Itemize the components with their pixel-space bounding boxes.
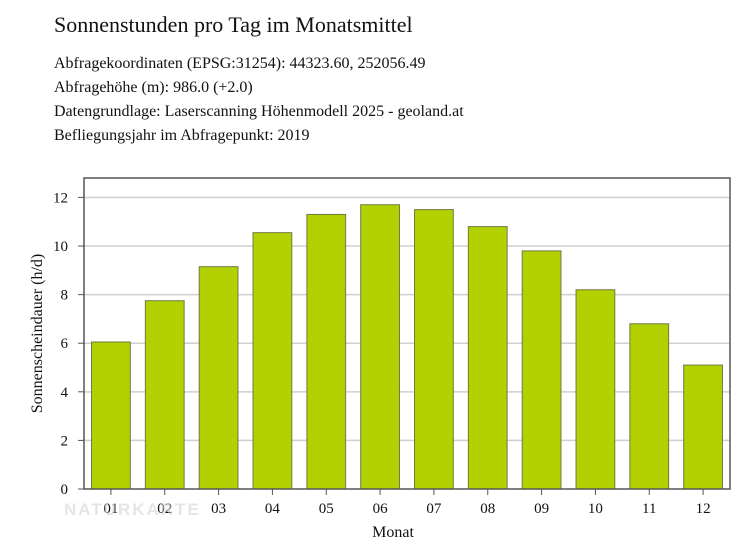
x-tick-label: 01 [103,501,118,517]
x-tick-label: 05 [319,501,334,517]
query-elevation: Abfragehöhe (m): 986.0 (+2.0) [54,79,253,96]
bar-09 [521,250,562,490]
bar-05 [306,213,347,490]
y-tick-label: 2 [61,433,69,449]
plot-frame [83,177,731,490]
x-tick-label: 08 [480,501,495,517]
y-tick-label: 6 [61,336,69,352]
chart-title: Sonnenstunden pro Tag im Monatsmittel [54,12,413,37]
bar-12 [683,364,723,490]
bar-08 [467,226,508,490]
bar-01 [91,341,131,490]
x-axis-label: Monat [372,524,414,541]
y-tick-label: 8 [61,288,69,304]
query-coordinates: Abfragekoordinaten (EPSG:31254): 44323.6… [54,55,426,72]
y-tick-label: 12 [53,190,68,206]
bar-10 [575,289,616,490]
y-tick-label: 4 [61,385,69,401]
x-tick-label: 07 [426,501,442,517]
x-tick-label: 12 [696,501,711,517]
bar-02 [144,300,185,490]
x-tick-label: 10 [588,501,603,517]
bar-04 [252,232,293,490]
bar-03 [198,266,239,490]
y-tick-label: 0 [61,482,69,498]
y-tick-label: 10 [53,239,68,255]
watermark: NATURKARTE [64,500,201,519]
bar-11 [629,323,670,490]
bar-06 [360,204,400,490]
x-tick-label: 02 [157,501,172,517]
survey-year: Befliegungsjahr im Abfragepunkt: 2019 [54,127,310,144]
y-axis-label: Sonnenscheindauer (h/d) [29,254,46,414]
x-tick-label: 09 [534,501,549,517]
bar-07 [414,209,454,490]
x-tick-label: 11 [642,501,656,517]
x-tick-label: 06 [373,501,389,517]
x-tick-label: 04 [265,501,281,517]
x-tick-label: 03 [211,501,226,517]
data-source: Datengrundlage: Laserscanning Höhenmodel… [54,103,464,120]
